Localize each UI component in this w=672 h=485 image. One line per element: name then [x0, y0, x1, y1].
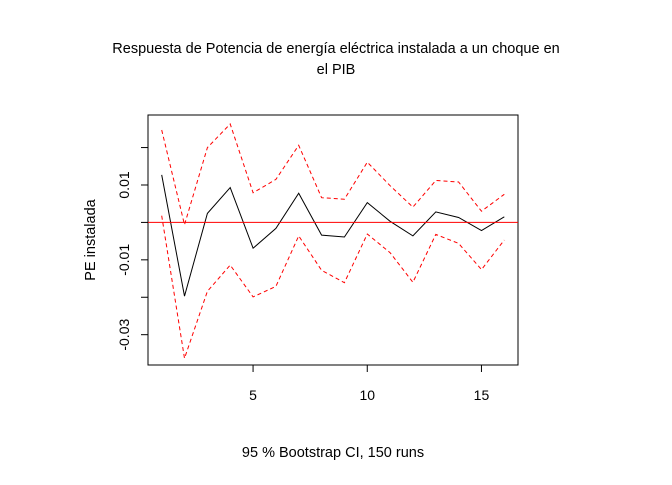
y-tick-label: 0.01	[116, 171, 132, 198]
lower-ci-line	[161, 215, 505, 359]
x-axis-label: 95 % Bootstrap CI, 150 runs	[242, 445, 424, 461]
y-tick-label: -0.01	[116, 244, 132, 276]
y-axis-label: PE instalada	[83, 198, 99, 280]
x-tick-label: 15	[474, 387, 490, 403]
y-tick-label: -0.03	[116, 319, 132, 351]
upper-ci-line	[161, 123, 505, 227]
series-layer	[148, 123, 518, 359]
irf-line	[161, 174, 505, 297]
chart-title-line1: Respuesta de Potencia de energía eléctri…	[112, 41, 559, 57]
x-tick-label: 5	[249, 387, 257, 403]
x-tick-label: 10	[359, 387, 375, 403]
plot-frame	[147, 114, 519, 366]
x-axis: 5 10 15	[249, 365, 489, 403]
y-axis: -0.03 -0.01 0.01	[116, 147, 148, 351]
chart-title-line2: el PIB	[317, 62, 356, 78]
